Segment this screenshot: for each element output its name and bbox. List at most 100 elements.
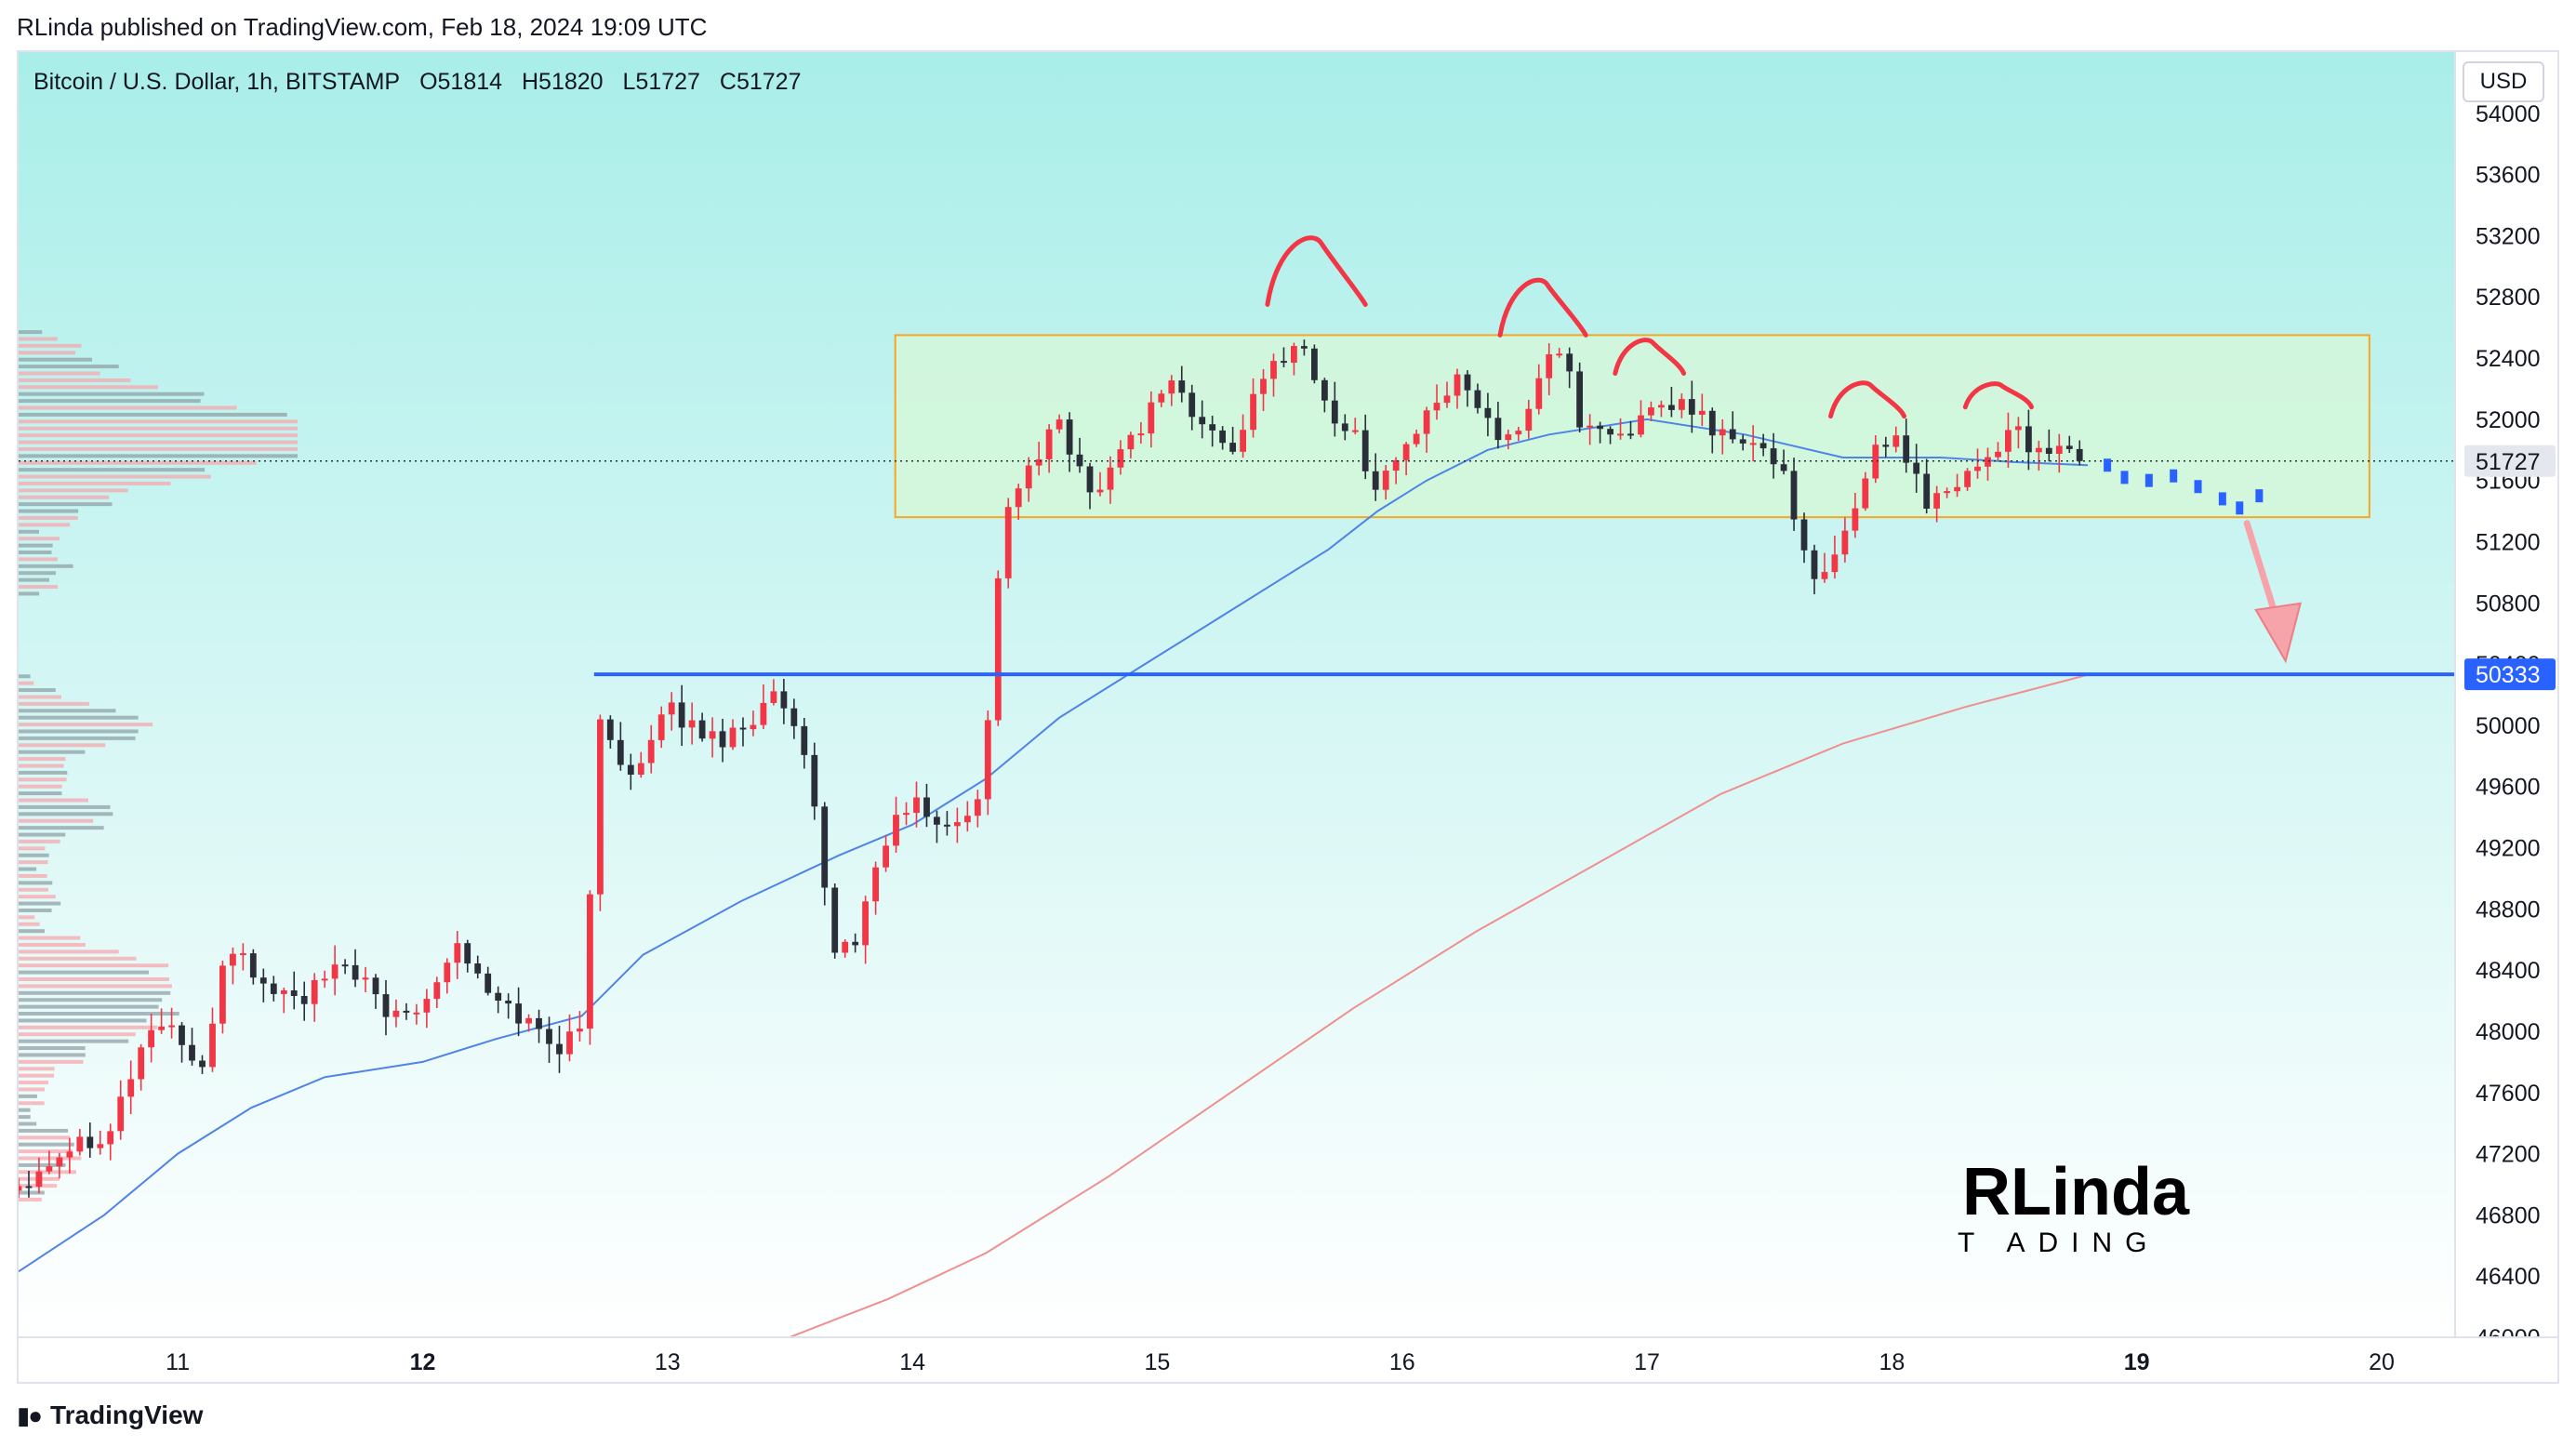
candle	[280, 988, 287, 1014]
volume-profile-bar	[19, 1162, 66, 1167]
candle	[1852, 493, 1859, 538]
price-tick-label: 54000	[2476, 101, 2541, 127]
candle	[158, 1008, 165, 1034]
candle-body	[1281, 361, 1287, 364]
volume-profile-bar	[19, 1115, 31, 1120]
candle-body	[209, 1023, 216, 1068]
candle-body	[597, 719, 604, 895]
candle	[750, 710, 757, 737]
candle	[1933, 485, 1940, 523]
candle-body	[1004, 507, 1012, 578]
pattern-peak-annotation	[1962, 381, 2034, 410]
volume-profile-bar	[19, 343, 82, 348]
candle	[1923, 458, 1931, 514]
volume-profile-bar	[19, 1142, 74, 1147]
candle	[1679, 393, 1685, 418]
volume-profile-bar	[19, 543, 53, 548]
time-tick-label: 16	[1389, 1349, 1415, 1375]
candle	[1862, 471, 1869, 511]
candle	[1638, 400, 1644, 438]
down-arrow-head	[2254, 602, 2303, 664]
candle	[1729, 411, 1736, 444]
candle-body	[19, 1186, 22, 1191]
volume-profile-bar	[19, 729, 139, 734]
volume-profile-bar	[19, 1128, 69, 1133]
candle-body	[1188, 392, 1196, 418]
candle-body	[485, 973, 492, 993]
candle-body	[1587, 425, 1593, 428]
price-axis[interactable]: 5400053600532005280052400520005160051200…	[2454, 52, 2557, 1382]
price-tick-label: 48000	[2476, 1019, 2541, 1045]
candle	[923, 783, 930, 828]
candle-body	[2005, 430, 2012, 452]
candle-body	[1831, 554, 1839, 573]
candle	[657, 706, 665, 749]
candle-body	[2055, 445, 2063, 454]
forecast-step	[2104, 458, 2112, 472]
price-chart[interactable]: RLinda T ADING 54000 53600 53200 52800 52400…	[19, 52, 2557, 1382]
candle-body	[433, 982, 441, 1000]
candle	[1168, 375, 1175, 406]
candle	[209, 1007, 216, 1072]
price-tick-label: 49600	[2476, 775, 2541, 801]
candle	[76, 1128, 84, 1156]
candle	[883, 835, 889, 872]
candle-body	[2015, 426, 2022, 431]
candle-body	[1780, 464, 1787, 471]
candle	[148, 1014, 154, 1063]
volume-profile-bar	[19, 791, 62, 796]
ohlc-high: H51820	[521, 69, 604, 95]
time-axis[interactable]: 11 12 13 14 15 16 17 18 19 20	[19, 1336, 2557, 1382]
candle-body	[1413, 433, 1420, 445]
candle	[1484, 392, 1492, 437]
candle	[862, 896, 869, 964]
volume-profile-bar	[19, 743, 106, 748]
candle-body	[168, 1025, 175, 1028]
currency-button[interactable]: USD	[2463, 61, 2544, 102]
candle	[1566, 347, 1573, 389]
price-tick-label: 50000	[2476, 713, 2541, 739]
candle-body	[1505, 434, 1512, 441]
candle-body	[1770, 448, 1777, 465]
candle	[1882, 436, 1890, 458]
candle-body	[1821, 572, 1828, 579]
candle	[1382, 464, 1389, 500]
volume-profile-bar	[19, 550, 52, 554]
candle	[1199, 400, 1206, 439]
volume-profile-bar	[19, 942, 86, 947]
candle-body	[1515, 431, 1522, 435]
candle-body	[1086, 466, 1094, 493]
candle-body	[780, 691, 788, 709]
candle-body	[148, 1029, 154, 1048]
volume-profile-bar	[19, 853, 49, 857]
candle	[189, 1028, 195, 1066]
volume-profile-bar	[19, 585, 58, 590]
volume-profile-bar	[19, 701, 89, 706]
candle	[627, 753, 634, 790]
support-price-label: 50333	[2476, 662, 2541, 688]
candle	[1443, 381, 1451, 408]
candle-body	[790, 708, 798, 726]
candle-body	[566, 1031, 573, 1055]
candle-body	[1759, 443, 1767, 449]
volume-profile-bar	[19, 770, 68, 775]
candle	[1494, 402, 1502, 449]
candle	[1841, 517, 1849, 563]
tradingview-brand[interactable]: ▮● TradingView	[17, 1401, 203, 1430]
candle	[1811, 544, 1818, 595]
candle-body	[1944, 491, 1950, 494]
volume-profile-bar	[19, 915, 35, 920]
candle	[1158, 390, 1165, 407]
candle	[240, 943, 246, 971]
candle-body	[117, 1096, 125, 1132]
candle	[1301, 339, 1308, 356]
candle	[2055, 433, 2063, 473]
candle	[270, 976, 277, 1002]
candle	[1178, 365, 1186, 403]
candle	[1617, 418, 1624, 440]
candle-body	[1035, 458, 1042, 466]
volume-profile-bar	[19, 1170, 76, 1175]
candle	[1260, 368, 1267, 411]
candle-body	[1607, 429, 1613, 435]
candle	[760, 684, 767, 730]
